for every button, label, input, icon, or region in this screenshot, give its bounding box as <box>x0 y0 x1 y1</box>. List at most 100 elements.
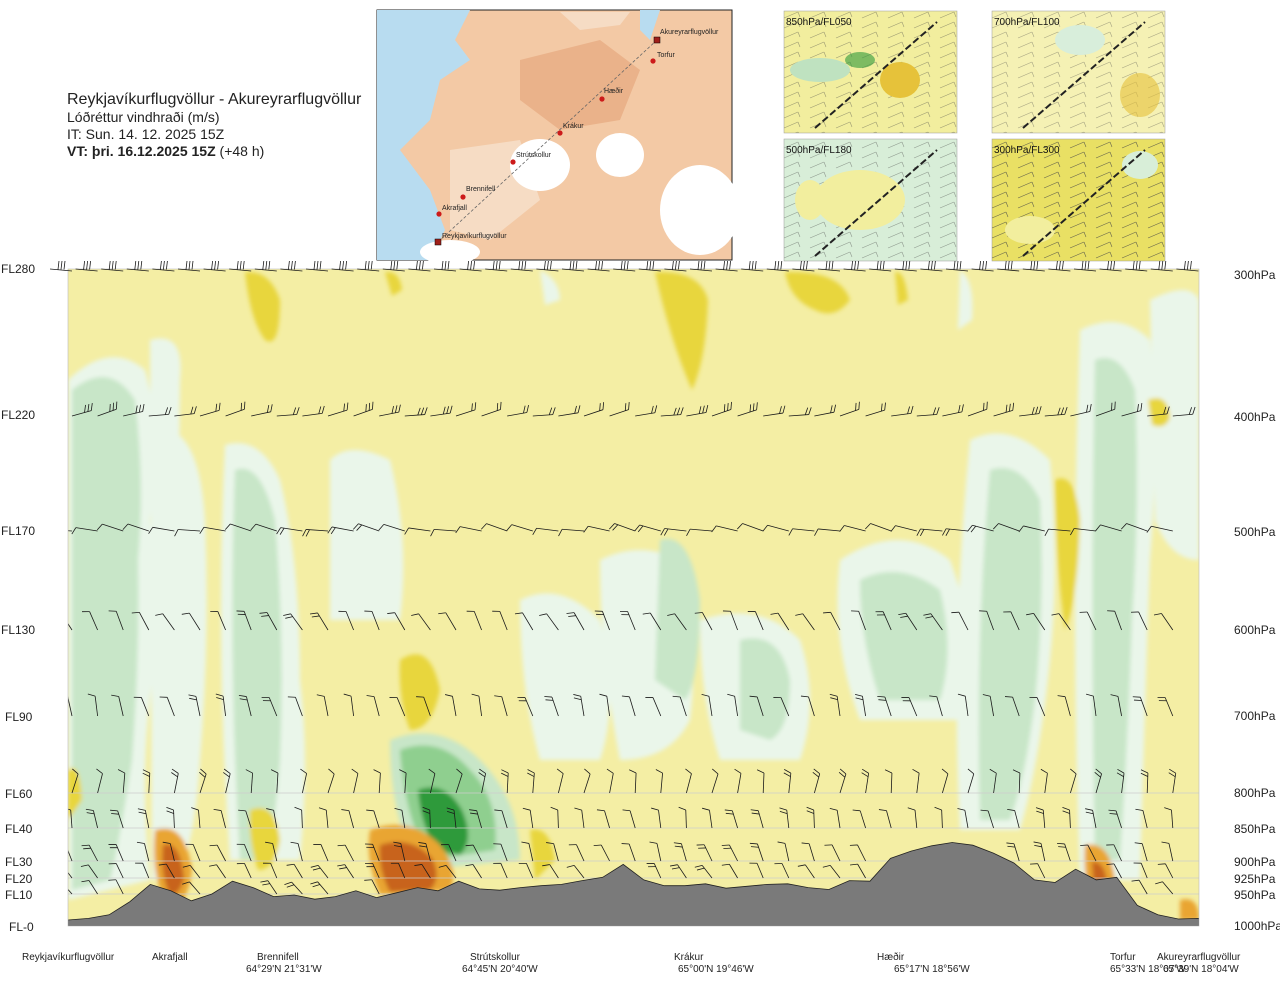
wind-barb <box>465 864 482 879</box>
wind-barb <box>763 405 786 417</box>
wind-barb <box>389 697 406 717</box>
wind-barb <box>777 841 790 862</box>
wind-barb <box>445 694 457 717</box>
wind-barb <box>215 693 226 717</box>
wind-barb <box>49 260 73 272</box>
wind-barb <box>494 695 508 717</box>
wind-barb <box>1150 260 1173 272</box>
level-panel-700: 700hPa/FL100 <box>991 10 1166 134</box>
wind-barb <box>916 528 943 537</box>
wind-barb <box>527 769 535 794</box>
wind-barb <box>1051 613 1071 631</box>
wind-barb <box>352 523 380 532</box>
wind-barb <box>702 807 713 829</box>
panel-label: 700hPa/FL100 <box>994 17 1060 28</box>
wind-barb <box>838 768 847 794</box>
wind-barb <box>669 864 687 879</box>
panel-label: 500hPa/FL180 <box>786 145 852 156</box>
wind-barb <box>87 693 98 717</box>
wind-barb <box>387 612 406 631</box>
wind-barb <box>469 809 482 829</box>
wind-barb <box>561 260 585 272</box>
wind-barb <box>942 528 969 536</box>
wind-barb <box>546 842 559 862</box>
route-point-torfur: Torfur <box>650 52 676 64</box>
wind-barb <box>532 527 559 536</box>
wind-barb <box>849 844 866 862</box>
wind-barb <box>1007 809 1020 829</box>
wind-barb <box>310 864 329 879</box>
wind-barb <box>428 768 436 794</box>
wind-barb <box>1040 768 1048 794</box>
wind-barb <box>916 407 940 417</box>
wind-barb <box>1135 808 1148 829</box>
wind-barb <box>485 260 508 272</box>
route-label: Brennifell <box>466 186 496 193</box>
wind-barb <box>878 809 892 829</box>
flight-level-axis: FL280 FL220 FL170 FL130 FL90 FL60 FL40 F… <box>1 262 35 934</box>
wind-barb <box>416 696 431 717</box>
wind-barb <box>1172 406 1196 417</box>
wind-barb <box>284 881 303 895</box>
wind-barb <box>980 809 994 829</box>
wind-barb <box>68 613 73 631</box>
wind-barb <box>182 864 201 879</box>
wind-barb <box>478 768 486 794</box>
wind-barb <box>223 768 231 794</box>
wind-barb <box>1106 844 1122 862</box>
wind-barb <box>839 525 866 532</box>
wind-barb <box>260 880 278 895</box>
wind-barb <box>1070 403 1092 417</box>
wind-barb <box>1147 406 1170 417</box>
fl-label: FL170 <box>1 524 35 538</box>
wind-barb <box>1012 769 1021 794</box>
top-wind-barbs <box>49 260 1199 272</box>
wind-barb <box>81 844 98 862</box>
fl-label: FL10 <box>5 888 33 902</box>
wind-barb <box>971 260 994 272</box>
wind-barb <box>747 611 764 631</box>
wind-barb <box>261 696 278 717</box>
wind-barb <box>357 260 380 272</box>
wind-barb <box>343 693 354 717</box>
wind-barb <box>481 523 508 532</box>
wind-barb <box>287 696 303 717</box>
wind-barb <box>203 260 226 272</box>
wind-barb <box>829 807 841 829</box>
valid-time-offset: (+48 h) <box>219 143 265 159</box>
wind-barb <box>894 260 917 272</box>
wind-barb <box>989 768 997 794</box>
wind-barb <box>136 841 150 862</box>
valid-time: VT: þri. 16.12.2025 15Z (+48 h) <box>67 143 397 160</box>
wind-barb <box>245 769 253 794</box>
wind-barb <box>514 612 534 631</box>
wind-barb <box>393 841 406 862</box>
wind-barb <box>824 844 841 862</box>
wind-barb <box>108 610 124 631</box>
wind-barb <box>494 809 508 829</box>
wind-barb <box>1003 611 1020 631</box>
wind-barb <box>542 864 559 879</box>
wind-barb <box>749 862 764 879</box>
wind-barb <box>711 401 732 417</box>
wind-barb <box>224 523 252 532</box>
route-point-akrafjall: Akrafjall <box>436 205 467 217</box>
wind-barb <box>812 768 821 794</box>
wind-barb <box>934 806 943 829</box>
wind-barb <box>510 260 533 272</box>
level-panel-500: 500hPa/FL180 <box>783 138 958 262</box>
wind-barb <box>558 405 581 417</box>
wind-barb <box>302 529 329 537</box>
pressure-label: 800hPa <box>1234 786 1276 800</box>
wind-barb <box>634 524 661 533</box>
wind-barb <box>68 844 73 862</box>
wind-barb <box>283 613 303 631</box>
wind-barb <box>290 841 303 862</box>
wind-barb <box>422 806 431 829</box>
wind-barb <box>238 809 252 829</box>
wind-barb <box>596 809 610 829</box>
wind-barb <box>80 864 98 879</box>
wind-barb <box>266 808 278 829</box>
wind-barb <box>806 806 815 829</box>
route-point-krakur: Krákur <box>557 123 584 136</box>
